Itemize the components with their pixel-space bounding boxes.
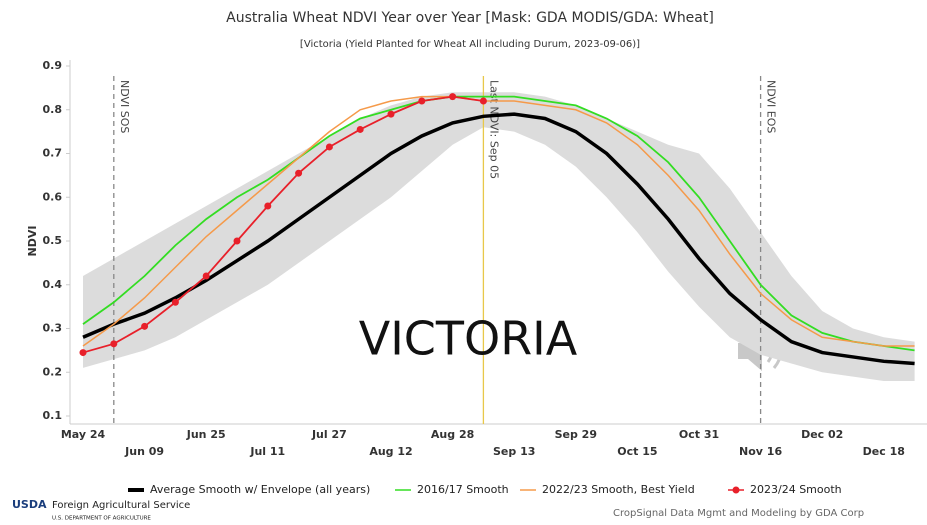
- logo-text: USDA: [12, 498, 47, 511]
- x-tick-label: Oct 31: [679, 428, 719, 441]
- x-tick-label: Dec 18: [863, 445, 905, 458]
- legend-label: Average Smooth w/ Envelope (all years): [150, 483, 370, 496]
- department: U.S. DEPARTMENT OF AGRICULTURE: [52, 516, 151, 522]
- chart-title: Australia Wheat NDVI Year over Year [Mas…: [226, 10, 714, 26]
- x-tick-label: Sep 29: [555, 428, 597, 441]
- y-axis-label: NDVI: [26, 226, 39, 257]
- y-tick-label: 0.6: [43, 190, 63, 203]
- y-tick-label: 0.9: [43, 59, 63, 72]
- vline-label: NDVI SOS: [118, 80, 131, 133]
- series-marker: [325, 143, 333, 151]
- series-line: [82, 95, 484, 354]
- legend-label: 2023/24 Smooth: [750, 483, 842, 496]
- x-tick-label: Oct 15: [617, 445, 657, 458]
- series-marker: [356, 125, 364, 133]
- series-marker: [295, 169, 303, 177]
- series-marker: [233, 237, 241, 245]
- y-tick-label: 0.4: [43, 278, 63, 291]
- y-tick-label: 0.2: [43, 365, 63, 378]
- series-marker: [418, 97, 426, 105]
- agency: Foreign Agricultural Service: [52, 500, 190, 511]
- x-tick-label: Nov 16: [739, 445, 782, 458]
- x-tick-label: Jul 27: [311, 428, 347, 441]
- y-tick-label: 0.8: [43, 103, 63, 116]
- legend-marker: [732, 486, 740, 494]
- y-tick-label: 0.3: [43, 322, 63, 335]
- usda-logo: USDA Foreign Agricultural Service U.S. D…: [12, 498, 190, 522]
- x-tick-label: Dec 02: [801, 428, 843, 441]
- y-tick-label: 0.5: [43, 234, 63, 247]
- series-line: [82, 95, 915, 352]
- vline-label: Last NDVI: Sep 05: [487, 80, 500, 179]
- series-marker: [449, 93, 457, 101]
- chart-subtitle: [Victoria (Yield Planted for Wheat All i…: [300, 39, 640, 50]
- credit: CropSignal Data Mgmt and Modeling by GDA…: [613, 508, 864, 519]
- x-tick-label: Jun 09: [124, 445, 164, 458]
- x-tick-label: Aug 28: [431, 428, 474, 441]
- series-marker: [264, 202, 272, 210]
- series-marker: [479, 97, 487, 105]
- x-tick-label: Aug 12: [369, 445, 412, 458]
- legend-label: 2016/17 Smooth: [417, 483, 509, 496]
- series-marker: [110, 340, 118, 348]
- x-tick-label: May 24: [61, 428, 106, 441]
- overlay-text: VICTORIA: [359, 312, 578, 366]
- y-tick-label: 0.7: [43, 147, 63, 160]
- series-line: [82, 112, 915, 366]
- series-marker: [79, 349, 87, 357]
- y-tick-label: 0.1: [43, 409, 63, 422]
- series-marker: [171, 298, 179, 306]
- series-line: [82, 95, 915, 347]
- series-marker: [387, 110, 395, 118]
- series-marker: [202, 272, 210, 280]
- x-tick-label: Sep 13: [493, 445, 535, 458]
- x-tick-label: Jul 11: [249, 445, 285, 458]
- series-marker: [141, 322, 149, 330]
- legend-label: 2022/23 Smooth, Best Yield: [542, 483, 695, 496]
- x-tick-label: Jun 25: [186, 428, 226, 441]
- vline-label: NDVI EOS: [765, 80, 778, 133]
